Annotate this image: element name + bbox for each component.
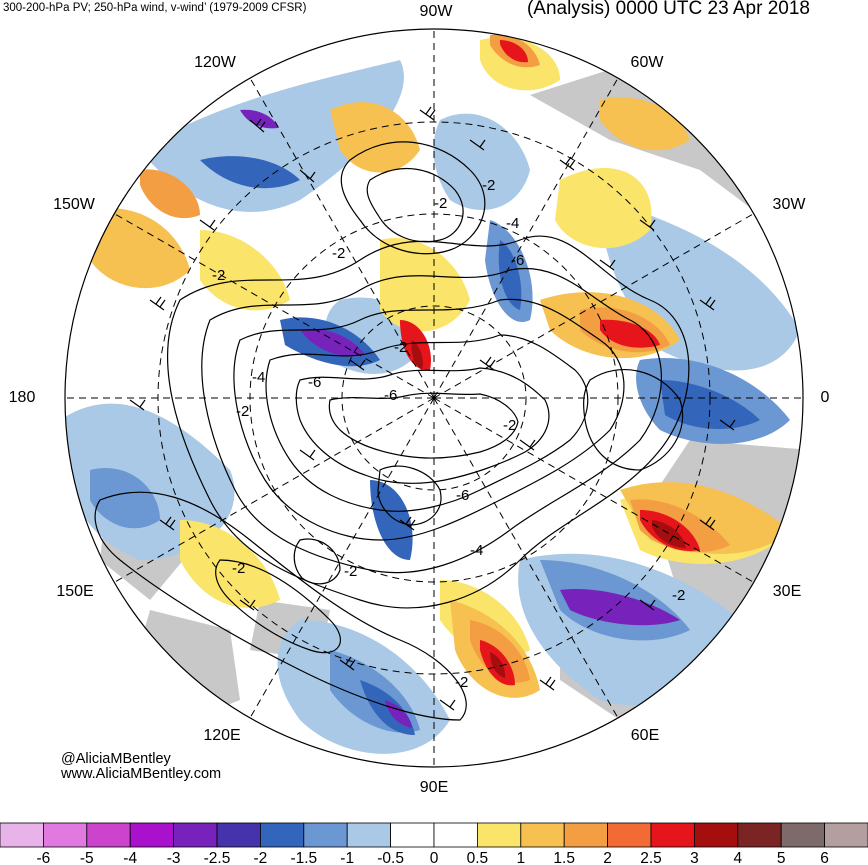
lon-label-150e: 150E [56, 583, 93, 600]
lon-label-120e: 120E [203, 727, 240, 744]
map-title: (Analysis) 0000 UTC 23 Apr 2018 [526, 0, 810, 19]
contour-label: -2 [332, 245, 345, 262]
colorbar-tick-label: -0.5 [377, 850, 404, 865]
colorbar-swatch [607, 822, 652, 848]
contour-label: -2 [482, 177, 495, 194]
map-disk: -2 -2 -2 -2 -2 -2 -2 -2 -2 -2 -2 -4 -4 -… [65, 29, 803, 767]
wind-barbs [129, 106, 736, 711]
lon-label-90w: 90W [420, 3, 454, 20]
contour-label: -2 [455, 674, 468, 691]
colorbar-swatch [259, 822, 305, 848]
map-boundary [64, 28, 804, 768]
contour-label: -2 [672, 587, 685, 604]
lon-label-60w: 60W [631, 54, 665, 71]
colorbar-tick-label: -2.5 [204, 850, 231, 865]
credit-handle: @AliciaMBentley [61, 751, 171, 767]
colorbar-tick-label: 3 [690, 850, 699, 865]
contour-label: -2 [434, 195, 447, 212]
colorbar-tick-label: -5 [80, 850, 94, 865]
contour-label: -2 [503, 417, 516, 434]
colorbar-swatch [86, 822, 131, 848]
contour-label: -2 [394, 339, 407, 356]
contour-label: -4 [252, 369, 265, 386]
contour-label: -2 [236, 403, 249, 420]
colorbar-tick-label: 0 [430, 850, 439, 865]
contour-label: -4 [470, 542, 483, 559]
colorbar-tick-label: -6 [37, 850, 51, 865]
lon-label-120w: 120W [194, 54, 237, 71]
colorbar-tick-label: -2 [254, 850, 268, 865]
colorbar-tick-label: 2.5 [640, 850, 662, 865]
colorbar-swatch [433, 822, 478, 848]
colorbar-swatch [520, 822, 565, 848]
contour-label: -2 [212, 267, 225, 284]
credit-website: www.AliciaMBentley.com [61, 766, 222, 782]
contour-label: -4 [506, 215, 519, 232]
lon-label-90e: 90E [420, 779, 448, 796]
colorbar-swatch [824, 822, 868, 848]
colorbar-swatch [346, 822, 392, 848]
colorbar-tick-label: -4 [123, 850, 137, 865]
contour-label: -6 [384, 387, 397, 404]
pv-field-light-blue [65, 60, 800, 754]
colorbar-swatch [476, 822, 522, 848]
longitude-labels: 90W 60W 30W 0 30E 60E 90E 120E 150E 180 … [9, 3, 830, 796]
colorbar-tick-label: -3 [167, 850, 181, 865]
colorbar-swatch [173, 822, 218, 848]
colorbar-tick-label: 4 [733, 850, 742, 865]
colorbar-swatch [780, 822, 826, 848]
colorbar-swatch [303, 822, 348, 848]
lon-label-60e: 60E [631, 727, 659, 744]
colorbar-swatch [737, 822, 782, 848]
colorbar-tick-label: 1 [516, 850, 525, 865]
pv-field-purple [240, 109, 680, 728]
lon-label-0: 0 [821, 389, 830, 406]
pv-field-dark-red [411, 340, 686, 678]
contour-label: -6 [308, 374, 321, 391]
map-subtitle: 300-200-hPa PV; 250-hPa wind, v-wind’ (1… [3, 2, 307, 14]
colorbar-tick-label: 0.5 [467, 850, 489, 865]
lon-label-150w: 150W [53, 196, 96, 213]
colorbar-tick-label: 2 [603, 850, 612, 865]
contour-label: -6 [511, 252, 524, 269]
colorbar-tick-label: 6 [820, 850, 829, 865]
colorbar-swatch [0, 822, 44, 848]
colorbar-swatch [129, 822, 174, 848]
lon-label-30e: 30E [773, 583, 801, 600]
contour-labels: -2 -2 -2 -2 -2 -2 -2 -2 -2 -2 -2 -4 -4 -… [212, 177, 685, 691]
lon-label-30w: 30W [773, 196, 807, 213]
colorbar-swatch [694, 822, 739, 848]
colorbar-swatch [390, 822, 435, 848]
colorbar-swatch [563, 822, 609, 848]
contour-label: -2 [232, 560, 245, 577]
colorbar-tick-label: 5 [777, 850, 786, 865]
colorbar-swatch [216, 822, 261, 848]
colorbar-swatch [650, 822, 695, 848]
pv-contours [94, 141, 690, 721]
colorbar: -6 -5 -4 -3 -2.5 -2 -1.5 -1 -0.5 0 0.5 1 1.5 2 2.5 3 4 5 6 [0, 822, 868, 865]
colorbar-swatch [43, 822, 88, 848]
contour-label: -2 [344, 563, 357, 580]
colorbar-tick-label: -1.5 [290, 850, 317, 865]
colorbar-tick-label: -1 [340, 850, 354, 865]
lon-label-180: 180 [9, 389, 36, 406]
contour-label: -6 [456, 487, 469, 504]
colorbar-tick-label: 1.5 [553, 850, 575, 865]
